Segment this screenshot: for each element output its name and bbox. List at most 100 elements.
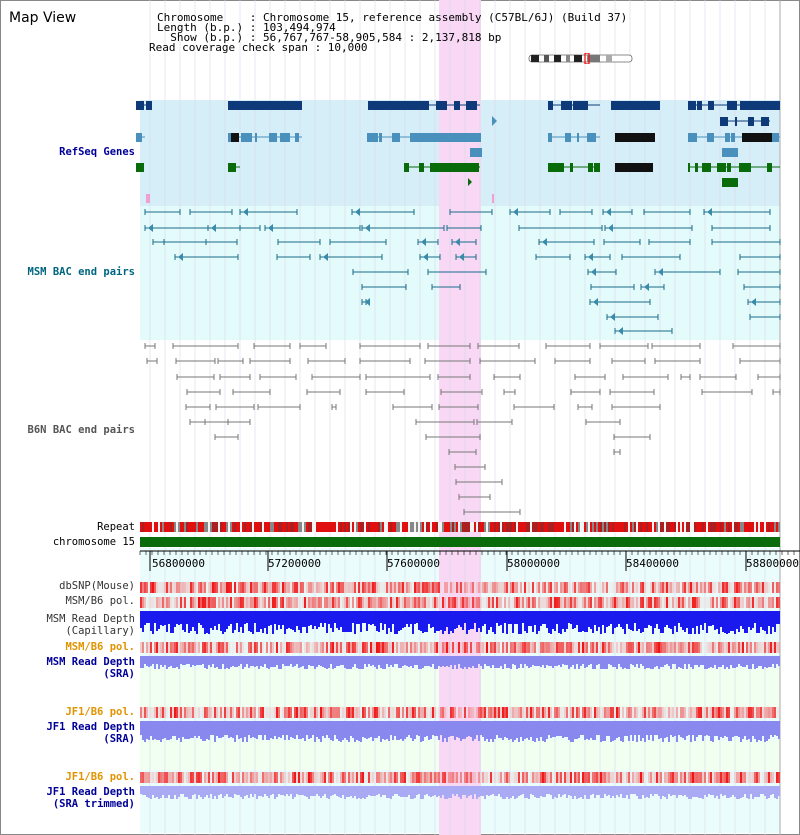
dbsnp-density [250,582,252,593]
jf1-depth-trim-bar [554,786,556,797]
msm-depth-capillary-bar [570,611,572,624]
msm-depth-capillary-bar [720,611,722,627]
jf1-depth-trim-bar [408,786,410,795]
track-label-dbsnp[interactable]: dbSNP(Mouse) [59,580,135,592]
msm-depth-capillary-bar [590,611,592,629]
jf1-b6-pol-density [154,707,156,718]
dbsnp-density [288,582,290,593]
repeat-element [764,522,766,532]
msm-depth-capillary-bar [634,611,636,623]
msm-b6-pol-sra-density [370,642,372,653]
track-label-b6n-bac[interactable]: B6N BAC end pairs [27,424,135,436]
track-label-repeat[interactable]: Repeat [97,521,135,533]
repeat-element [582,522,584,532]
jf1-depth-trim-bar [366,786,368,797]
msm-b6-pol-sra-density [334,642,336,653]
msm-depth-sra-bar [476,656,478,668]
msm-bac-arrow [365,298,370,306]
dbsnp-density [568,582,570,593]
jf1-b6-pol-density [702,707,704,718]
jf1-b6-pol-density [358,707,360,718]
jf1-depth-trim-bar [230,786,232,797]
dbsnp-density [348,582,350,593]
msm-b6-pol-sra-density [702,642,704,653]
jf1-depth-trim-bar [378,786,380,794]
msm-depth-sra-bar [422,656,424,668]
refseq-gene-exon [474,101,477,110]
msm-b6-pol-density [474,597,476,608]
msm-b6-pol-sra-density [190,642,192,653]
msm-b6-pol-density [636,597,638,608]
track-label-msm-b6-pol-sra[interactable]: MSM/B6 pol. [65,641,135,653]
msm-depth-sra-bar [282,656,284,664]
jf1-depth-sra-bar [350,721,352,736]
track-label-msm-depth-cap[interactable]: MSM Read Depth [46,613,135,625]
msm-depth-capillary-bar [740,611,742,626]
dbsnp-density [420,582,422,593]
track-label-msm-b6-pol[interactable]: MSM/B6 pol. [65,595,135,607]
jf1-b6-pol-trim-density [596,772,598,783]
jf1-b6-pol-trim-density [364,772,366,783]
msm-depth-sra-bar [682,656,684,669]
msm-depth-capillary-bar [380,611,382,623]
msm-depth-sra-bar [166,656,168,669]
dbsnp-density [266,582,268,593]
jf1-b6-pol-density [280,707,282,718]
msm-b6-pol-sra-density [506,642,508,653]
jf1-depth-trim-bar [152,786,154,795]
jf1-b6-pol-density [324,707,326,718]
dbsnp-density [172,582,174,593]
jf1-depth-trim-bar [464,786,466,795]
msm-depth-sra-bar [164,656,166,665]
msm-b6-pol-density [550,597,552,608]
jf1-depth-sra-bar [654,721,656,735]
refseq-gene-exon [577,133,579,142]
jf1-b6-pol-trim-density [402,772,404,783]
track-label-msm-bac[interactable]: MSM BAC end pairs [27,266,135,278]
jf1-depth-trim-bar [274,786,276,799]
jf1-b6-pol-trim-density [672,772,674,783]
track-label-msm-depth-sra[interactable]: MSM Read Depth [46,656,135,668]
track-label-jf1-depth-trim[interactable]: JF1 Read Depth [46,786,135,798]
jf1-b6-pol-trim-density [656,772,658,783]
repeat-element [188,522,190,532]
repeat-element [306,522,308,532]
jf1-b6-pol-trim-density [184,772,186,783]
repeat-element [770,522,772,532]
msm-depth-capillary-bar [728,611,730,633]
msm-depth-sra-bar [566,656,568,665]
jf1-depth-sra-bar [196,721,198,738]
msm-b6-pol-sra-density [734,642,736,653]
chromosome-ideogram[interactable] [528,53,633,64]
track-label-jf1-b6-pol[interactable]: JF1/B6 pol. [65,706,135,718]
jf1-depth-sra-bar [716,721,718,736]
jf1-b6-pol-trim-density [210,772,212,783]
jf1-depth-trim-bar [558,786,560,794]
msm-depth-sra-bar [176,656,178,667]
msm-b6-pol-sra-density [400,642,402,653]
msm-b6-pol-sra-density [312,642,314,653]
track-label-jf1-b6-pol-trim[interactable]: JF1/B6 pol. [65,771,135,783]
repeat-element [206,522,208,532]
msm-b6-pol-sra-density [252,642,254,653]
jf1-depth-trim-bar [466,786,468,798]
msm-depth-sra-bar [520,656,522,664]
jf1-b6-pol-density [556,707,558,718]
msm-b6-pol-density [200,597,202,608]
dbsnp-density [762,582,764,593]
jf1-b6-pol-trim-density [228,772,230,783]
repeat-element [470,522,472,532]
msm-b6-pol-sra-density [556,642,558,653]
jf1-b6-pol-density [680,707,682,718]
msm-b6-pol-sra-density [484,642,486,653]
track-label-jf1-depth-sra[interactable]: JF1 Read Depth [46,721,135,733]
jf1-b6-pol-trim-density [408,772,410,783]
repeat-element [696,522,698,532]
track-label-refseq[interactable]: RefSeq Genes [59,146,135,158]
msm-depth-sra-bar [148,656,150,667]
track-label-chromosome[interactable]: chromosome 15 [52,536,135,548]
msm-b6-pol-density [626,597,628,608]
dbsnp-density [596,582,598,593]
msm-depth-capillary-bar [340,611,342,627]
